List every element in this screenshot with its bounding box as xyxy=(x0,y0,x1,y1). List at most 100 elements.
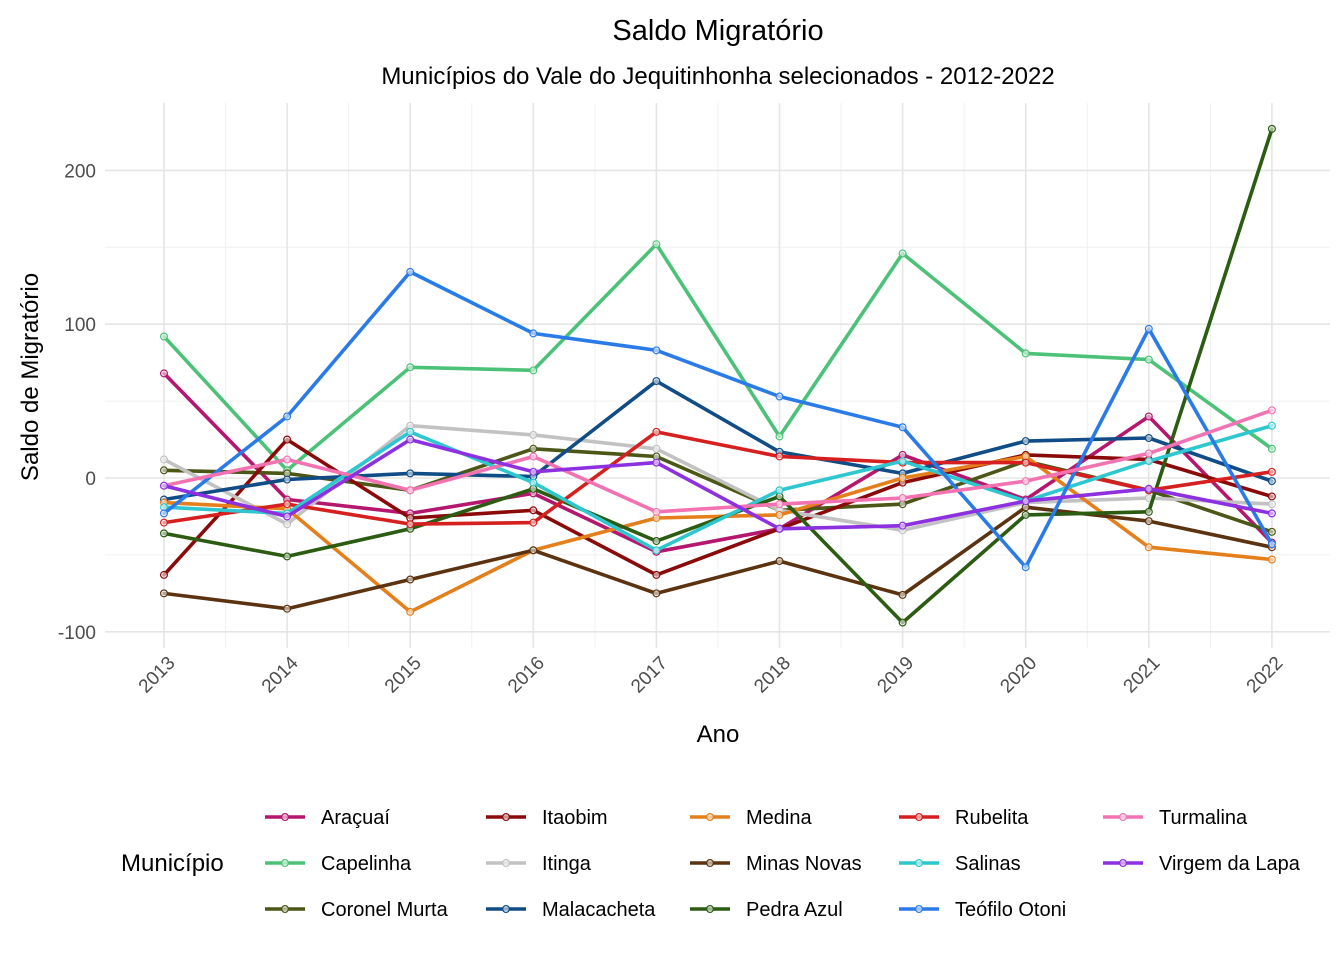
data-point xyxy=(1021,437,1030,446)
data-point xyxy=(775,392,784,401)
legend-title: Município xyxy=(121,850,224,877)
data-point xyxy=(1267,477,1276,486)
x-tick-label: 2016 xyxy=(504,653,549,698)
series-line xyxy=(162,430,1274,526)
legend-label: Turmalina xyxy=(1159,807,1248,829)
data-point xyxy=(898,423,907,432)
legend-label: Rubelita xyxy=(955,807,1029,829)
series xyxy=(160,435,1276,533)
data-point xyxy=(160,589,169,598)
data-point xyxy=(283,604,292,613)
data-point xyxy=(160,509,169,518)
legend-swatch-point xyxy=(914,858,923,867)
data-point xyxy=(775,524,784,533)
data-point xyxy=(1267,467,1276,476)
data-point xyxy=(1267,555,1276,564)
data-point xyxy=(652,589,661,598)
legend-item: Itaobim xyxy=(486,807,608,829)
series xyxy=(160,421,1276,555)
data-point xyxy=(406,607,415,616)
data-point xyxy=(160,481,169,490)
data-point xyxy=(1144,324,1153,333)
data-point xyxy=(406,575,415,584)
data-point xyxy=(898,249,907,258)
data-point xyxy=(406,435,415,444)
legend-label: Itaobim xyxy=(542,807,608,829)
data-point xyxy=(898,474,907,483)
legend-label: Coronel Murta xyxy=(321,899,449,921)
legend-label: Medina xyxy=(746,807,812,829)
legend-label: Malacacheta xyxy=(542,899,656,921)
data-point xyxy=(283,520,292,529)
x-tick-label: 2020 xyxy=(996,653,1041,698)
x-tick-label: 2019 xyxy=(873,653,918,698)
y-tick-label: 100 xyxy=(64,315,96,336)
legend-swatch-point xyxy=(281,904,290,913)
data-point xyxy=(283,500,292,509)
data-point xyxy=(160,455,169,464)
data-point xyxy=(1021,510,1030,519)
series-line xyxy=(162,437,1274,531)
data-point xyxy=(1144,543,1153,552)
data-point xyxy=(406,267,415,276)
series-line xyxy=(162,408,1274,514)
data-point xyxy=(283,512,292,521)
data-point xyxy=(652,444,661,453)
y-tick-label: 0 xyxy=(85,469,96,490)
legend-item: Minas Novas xyxy=(690,853,862,875)
data-point xyxy=(406,363,415,372)
data-point xyxy=(1021,458,1030,467)
series-line xyxy=(162,270,1274,570)
data-point xyxy=(652,240,661,249)
data-point xyxy=(406,486,415,495)
data-point xyxy=(1021,477,1030,486)
legend-label: Virgem da Lapa xyxy=(1159,853,1301,875)
data-point xyxy=(652,507,661,516)
data-point xyxy=(1021,349,1030,358)
data-point xyxy=(529,329,538,338)
legend-label: Araçuaí xyxy=(321,807,390,829)
chart-subtitle: Municípios do Vale do Jequitinhonha sele… xyxy=(381,63,1054,90)
x-tick-label: 2018 xyxy=(750,653,795,698)
legend-item: Rubelita xyxy=(899,807,1029,829)
legend-swatch-point xyxy=(705,812,714,821)
data-point xyxy=(898,457,907,466)
data-point xyxy=(160,369,169,378)
legend-swatch-point xyxy=(705,904,714,913)
data-point xyxy=(1144,484,1153,493)
legend: Município Araçuaí Capelinha Coronel Murta I… xyxy=(121,807,1301,921)
legend-swatch-point xyxy=(281,858,290,867)
series xyxy=(160,267,1276,572)
data-point xyxy=(1144,434,1153,443)
legend-item: Turmalina xyxy=(1103,807,1248,829)
data-point xyxy=(1267,500,1276,509)
data-point xyxy=(529,546,538,555)
legend-label: Capelinha xyxy=(321,853,412,875)
data-point xyxy=(775,500,784,509)
data-point xyxy=(283,455,292,464)
data-point xyxy=(898,590,907,599)
data-point xyxy=(406,520,415,529)
legend-swatch-point xyxy=(914,812,923,821)
data-point xyxy=(775,510,784,519)
legend-label: Salinas xyxy=(955,853,1021,875)
data-point xyxy=(160,518,169,527)
legend-swatch-point xyxy=(1118,812,1127,821)
data-point xyxy=(652,546,661,555)
data-point xyxy=(283,475,292,484)
data-point xyxy=(775,452,784,461)
data-point xyxy=(1144,449,1153,458)
legend-label: Itinga xyxy=(542,853,592,875)
y-axis-ticks: -100 0 100 200 xyxy=(58,161,96,643)
legend-item: Pedra Azul xyxy=(690,899,843,921)
data-point xyxy=(529,518,538,527)
data-point xyxy=(1267,444,1276,453)
data-point xyxy=(775,432,784,441)
data-point xyxy=(1144,457,1153,466)
data-point xyxy=(283,552,292,561)
legend-item: Virgem da Lapa xyxy=(1103,853,1301,875)
data-point xyxy=(529,478,538,487)
data-point xyxy=(652,427,661,436)
data-point xyxy=(406,469,415,478)
